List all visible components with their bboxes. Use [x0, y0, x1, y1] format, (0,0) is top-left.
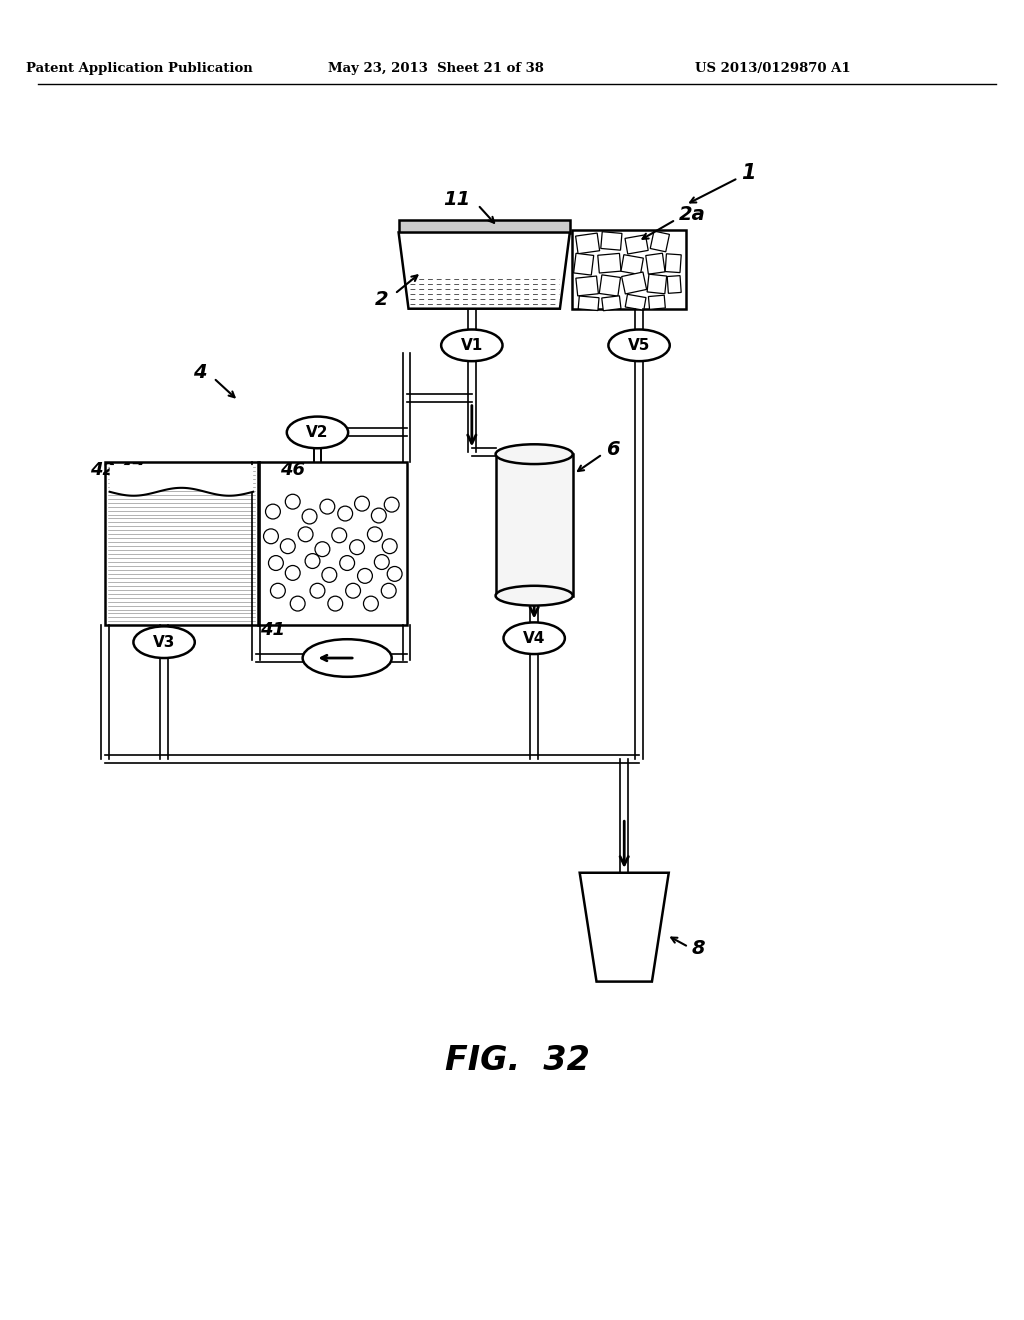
Text: 46: 46 [280, 461, 305, 479]
Polygon shape [573, 253, 594, 275]
Text: 8: 8 [691, 940, 706, 958]
Polygon shape [580, 873, 669, 982]
Polygon shape [579, 296, 599, 310]
Polygon shape [625, 235, 648, 253]
Text: V2: V2 [306, 425, 329, 440]
Polygon shape [602, 296, 621, 310]
Polygon shape [668, 276, 681, 293]
Ellipse shape [441, 330, 503, 362]
Ellipse shape [303, 639, 392, 677]
Polygon shape [110, 465, 253, 496]
Polygon shape [398, 219, 569, 232]
Polygon shape [648, 296, 666, 309]
Text: 47: 47 [118, 461, 142, 479]
Text: 42: 42 [90, 461, 115, 479]
Polygon shape [621, 255, 643, 275]
Polygon shape [622, 272, 646, 294]
Ellipse shape [608, 330, 670, 362]
Polygon shape [575, 276, 598, 296]
Text: 41: 41 [260, 622, 285, 639]
Text: 1: 1 [741, 164, 756, 183]
Ellipse shape [133, 627, 195, 659]
Text: US 2013/0129870 A1: US 2013/0129870 A1 [695, 62, 851, 75]
Polygon shape [626, 294, 646, 310]
Ellipse shape [287, 417, 348, 449]
Polygon shape [598, 253, 621, 273]
Text: 11: 11 [443, 190, 471, 210]
Polygon shape [647, 275, 667, 294]
Polygon shape [650, 231, 670, 252]
Bar [496, 454, 572, 595]
Text: V1: V1 [461, 338, 483, 352]
Text: V4: V4 [523, 631, 546, 645]
Text: 2a: 2a [679, 205, 706, 224]
Text: 6: 6 [606, 440, 621, 459]
Polygon shape [398, 232, 569, 309]
Ellipse shape [496, 586, 572, 606]
Bar [104, 462, 407, 626]
Text: FIG.  32: FIG. 32 [444, 1044, 590, 1077]
Polygon shape [646, 253, 665, 275]
Polygon shape [666, 253, 681, 273]
Polygon shape [599, 275, 621, 296]
Text: 2: 2 [375, 290, 389, 309]
Text: 4: 4 [193, 363, 207, 381]
Text: Patent Application Publication: Patent Application Publication [26, 62, 253, 75]
Text: V3: V3 [153, 635, 175, 649]
Text: May 23, 2013  Sheet 21 of 38: May 23, 2013 Sheet 21 of 38 [329, 62, 544, 75]
Polygon shape [601, 232, 622, 251]
Polygon shape [411, 279, 559, 306]
Text: V5: V5 [628, 338, 650, 352]
Bar [571, 230, 686, 309]
Ellipse shape [504, 623, 565, 655]
Polygon shape [575, 234, 600, 253]
Ellipse shape [496, 445, 572, 465]
